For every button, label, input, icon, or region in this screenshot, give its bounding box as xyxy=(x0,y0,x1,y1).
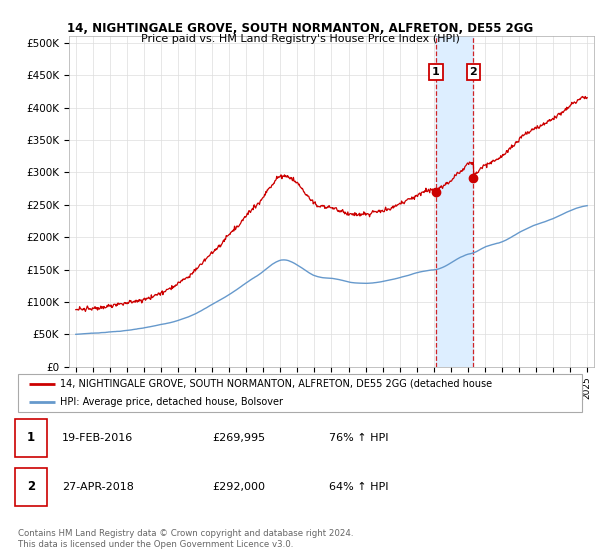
Text: £269,995: £269,995 xyxy=(212,433,265,443)
Bar xyxy=(436,36,473,367)
Text: £292,000: £292,000 xyxy=(212,482,265,492)
Text: 64% ↑ HPI: 64% ↑ HPI xyxy=(329,482,389,492)
Text: 27-APR-2018: 27-APR-2018 xyxy=(62,482,134,492)
FancyBboxPatch shape xyxy=(15,419,47,456)
Text: 14, NIGHTINGALE GROVE, SOUTH NORMANTON, ALFRETON, DE55 2GG: 14, NIGHTINGALE GROVE, SOUTH NORMANTON, … xyxy=(67,22,533,35)
Text: HPI: Average price, detached house, Bolsover: HPI: Average price, detached house, Bols… xyxy=(60,397,283,407)
Text: 1: 1 xyxy=(27,431,35,445)
Text: 2: 2 xyxy=(27,480,35,493)
Text: 14, NIGHTINGALE GROVE, SOUTH NORMANTON, ALFRETON, DE55 2GG (detached house: 14, NIGHTINGALE GROVE, SOUTH NORMANTON, … xyxy=(60,379,493,389)
FancyBboxPatch shape xyxy=(15,468,47,506)
Text: 76% ↑ HPI: 76% ↑ HPI xyxy=(329,433,389,443)
Text: Contains HM Land Registry data © Crown copyright and database right 2024.
This d: Contains HM Land Registry data © Crown c… xyxy=(18,529,353,549)
FancyBboxPatch shape xyxy=(18,374,582,412)
Text: 19-FEB-2016: 19-FEB-2016 xyxy=(62,433,133,443)
Text: Price paid vs. HM Land Registry's House Price Index (HPI): Price paid vs. HM Land Registry's House … xyxy=(140,34,460,44)
Text: 2: 2 xyxy=(469,67,477,77)
Text: 1: 1 xyxy=(432,67,440,77)
